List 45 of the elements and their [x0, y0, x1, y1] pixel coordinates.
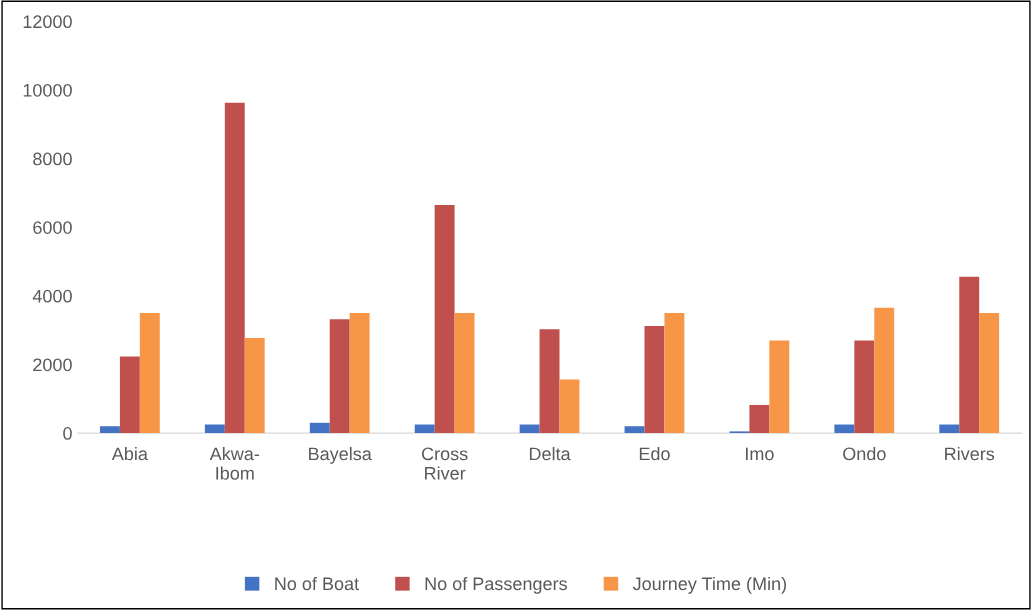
x-tick-label: Abia	[111, 446, 148, 461]
bar	[329, 319, 350, 434]
bar	[224, 102, 245, 434]
bar	[539, 329, 560, 434]
x-tick-label: Bayelsa	[309, 446, 372, 464]
x-tick-label: Ondo	[843, 446, 886, 461]
bar	[414, 424, 435, 434]
bar	[454, 313, 475, 434]
legend-label: No of Boat	[275, 576, 359, 591]
bar	[309, 422, 330, 434]
bar	[769, 340, 790, 434]
y-tick-label: 0	[63, 427, 72, 440]
x-tick-label: Imo	[746, 447, 774, 461]
bar	[644, 326, 665, 434]
y-tick-label: 10000	[23, 83, 72, 97]
bar	[349, 313, 370, 434]
bar	[139, 313, 160, 434]
bar	[959, 276, 980, 434]
x-tick-label: Rivers	[945, 446, 995, 461]
x-tick-label: Edo	[639, 446, 670, 461]
bar	[99, 426, 120, 434]
y-tick-label: 4000	[32, 289, 72, 303]
bar	[939, 424, 960, 434]
x-tick-label: Delta	[529, 446, 571, 461]
bar	[624, 426, 645, 434]
bar	[834, 424, 855, 434]
x-tick-label: Akwa- Ibom	[209, 446, 260, 480]
bar	[434, 204, 455, 434]
bar	[854, 340, 875, 434]
bar	[749, 404, 770, 434]
legend-label: No of Passengers	[425, 576, 567, 594]
y-tick-label: 12000	[23, 15, 72, 29]
y-tick-label: 8000	[33, 152, 72, 166]
bar	[519, 424, 540, 434]
bar	[119, 356, 140, 434]
legend-label: Journey Time (Min)	[632, 576, 786, 594]
y-tick-label: 2000	[33, 358, 72, 372]
bar	[664, 313, 685, 434]
bar	[204, 424, 225, 434]
x-tick-label: Cross River	[421, 447, 468, 480]
bar	[874, 307, 895, 434]
y-tick-label: 6000	[33, 221, 72, 234]
bar	[979, 313, 1000, 434]
bar	[559, 379, 580, 434]
bar	[244, 338, 265, 434]
